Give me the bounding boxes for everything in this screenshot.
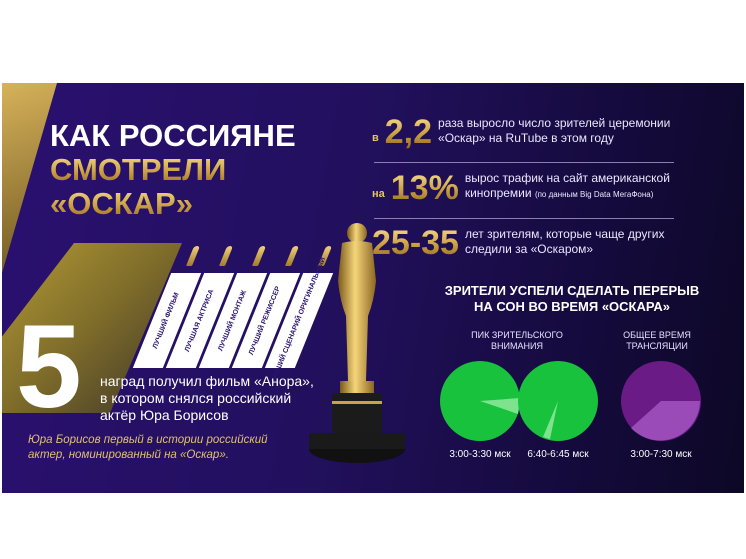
peak-label: ПИК ЗРИТЕЛЬСКОГО ВНИМАНИЯ (471, 330, 563, 351)
divider (374, 218, 674, 219)
pie-charts (440, 361, 701, 441)
anora-text: наград получил фильм «Анора», в котором с… (100, 373, 314, 423)
time-label: 3:00-3:30 мск (449, 449, 511, 460)
pie-slice (480, 398, 520, 414)
statuette-icon (186, 246, 201, 266)
time-label: 6:40-6:45 мск (527, 449, 589, 460)
awards-count: 5 (16, 301, 82, 433)
pie-slice (631, 401, 700, 441)
sleep-section-title: ЗРИТЕЛИ УСПЕЛИ СДЕЛАТЬ ПЕРЕРЫВ НА СОН ВО … (444, 283, 700, 314)
stat-traffic: на 13% вырос трафик на сайт американской… (372, 169, 670, 207)
borisov-note: Юра Борисов первый в истории российский а… (28, 434, 268, 461)
divider (374, 162, 674, 163)
statuette-icon (285, 246, 300, 266)
stat-rutube: в 2,2 раза выросло число зрителей церемо… (372, 113, 671, 151)
total-label: ОБЩЕЕ ВРЕМЯ ТРАНСЛЯЦИИ (623, 330, 691, 351)
statuette-icon (219, 246, 234, 266)
time-label: 3:00-7:30 мск (630, 449, 692, 460)
gold-stripe (2, 83, 57, 273)
stat-age: 25-35 лет зрителям, которые чаще других с… (372, 224, 665, 262)
oscar-statuette-icon (309, 223, 405, 463)
infographic: КАК РОССИЯНЕ СМОТРЕЛИ «ОСКАР» в 2,2 раза… (2, 83, 744, 493)
pie-slice (543, 401, 558, 439)
statuette-icon (252, 246, 267, 266)
page-title: КАК РОССИЯНЕ СМОТРЕЛИ «ОСКАР» (50, 118, 296, 221)
